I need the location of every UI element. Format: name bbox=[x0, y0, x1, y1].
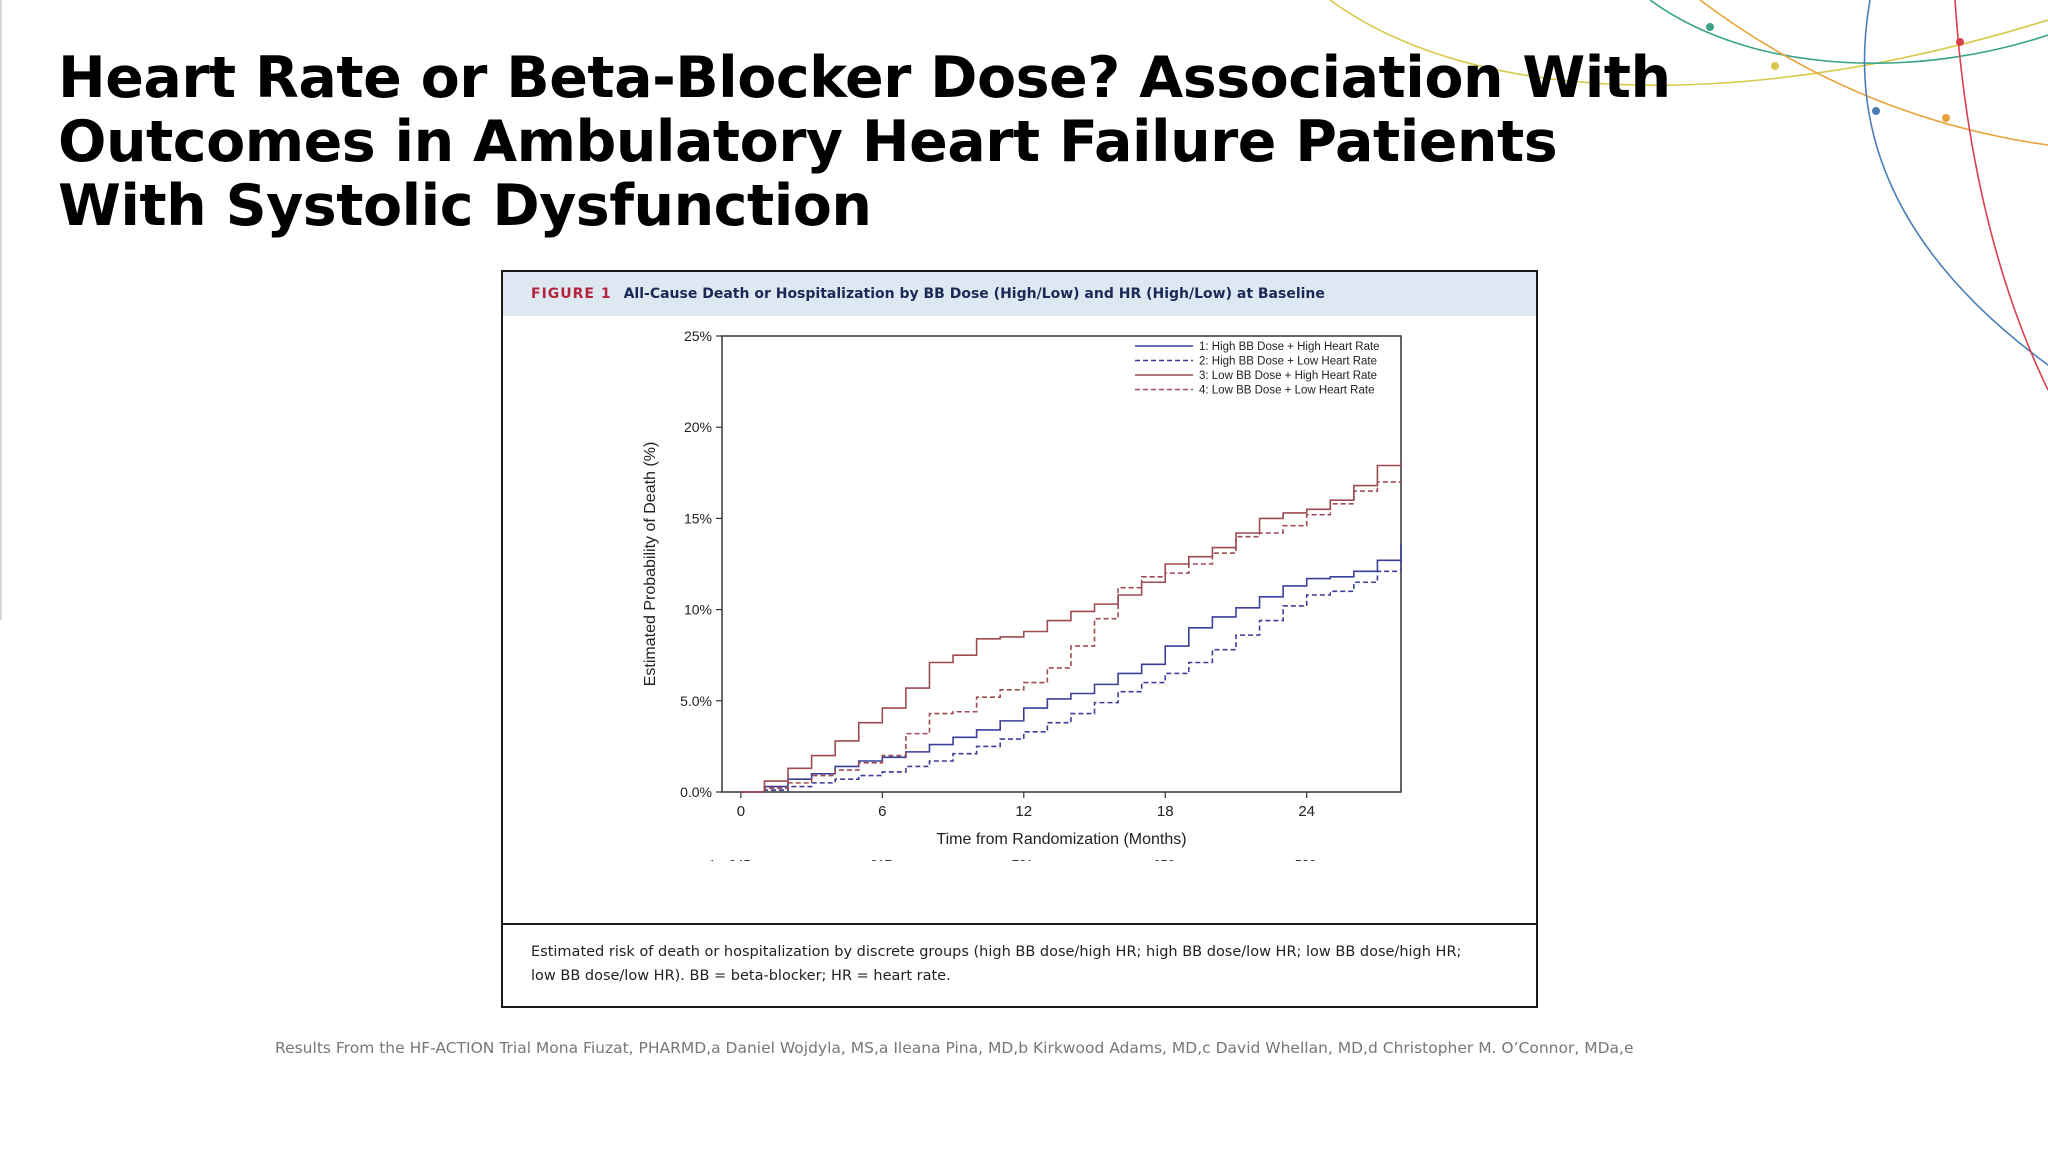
source-citation: Results From the HF-ACTION Trial Mona Fi… bbox=[275, 1039, 1634, 1057]
left-edge-rule bbox=[0, 0, 2, 620]
x-axis-label: Time from Randomization (Months) bbox=[936, 831, 1186, 848]
at-risk-count: 817 bbox=[870, 857, 892, 861]
deco-dot-orange bbox=[1942, 114, 1950, 122]
slide-title: Heart Rate or Beta-Blocker Dose? Associa… bbox=[58, 45, 1671, 239]
at-risk-count: 659 bbox=[1153, 857, 1175, 861]
figure-label: FIGURE 1 bbox=[531, 286, 612, 302]
x-tick-label: 12 bbox=[1015, 803, 1032, 820]
series-line-3 bbox=[740, 461, 1402, 793]
deco-arc-green bbox=[1649, 0, 2048, 65]
y-tick-label: 10% bbox=[684, 602, 712, 618]
figure-heading: All-Cause Death or Hospitalization by BB… bbox=[623, 286, 1325, 302]
legend-entry-4: 4: Low BB Dose + Low Heart Rate bbox=[1199, 385, 1374, 397]
plot-area-frame bbox=[721, 335, 1402, 793]
deco-arc-red bbox=[1954, 0, 2048, 391]
deco-dot-green bbox=[1706, 23, 1714, 31]
legend-entry-1: 1: High BB Dose + High Heart Rate bbox=[1199, 341, 1380, 353]
at-risk-count: 538 bbox=[1295, 857, 1317, 861]
deco-arc-blue bbox=[1863, 0, 2048, 366]
x-tick-label: 6 bbox=[878, 803, 886, 820]
at-risk-count: 781 bbox=[1012, 857, 1034, 861]
series-line-4 bbox=[740, 478, 1402, 793]
y-tick-label: 0.0% bbox=[680, 784, 712, 800]
legend-entry-3: 3: Low BB Dose + High Heart Rate bbox=[1199, 370, 1377, 382]
x-tick-label: 0 bbox=[737, 803, 745, 820]
deco-dot-yellow bbox=[1771, 62, 1779, 70]
x-tick-label: 24 bbox=[1298, 803, 1315, 820]
series-line-2 bbox=[740, 556, 1402, 793]
x-tick-label: 18 bbox=[1157, 803, 1174, 820]
y-tick-label: 20% bbox=[684, 419, 712, 435]
figure-panel: FIGURE 1 All-Cause Death or Hospitalizat… bbox=[501, 270, 1538, 1008]
deco-dot-red bbox=[1956, 38, 1964, 46]
kaplan-meier-chart: 0.0% 5.0% 10% 15% 20% 25% 0 6 12 18 24 Time from Ra… bbox=[642, 328, 1402, 861]
legend-entry-2: 2: High BB Dose + Low Heart Rate bbox=[1199, 356, 1377, 368]
deco-dot-blue bbox=[1872, 107, 1880, 115]
deco-arc-orange bbox=[1699, 0, 2048, 146]
y-axis-label: Estimated Probability of Death (%) bbox=[642, 442, 659, 687]
caption-divider bbox=[503, 923, 1536, 925]
series-line-1 bbox=[740, 543, 1402, 793]
at-risk-row-label: 1 bbox=[709, 857, 716, 861]
y-tick-label: 15% bbox=[684, 510, 712, 526]
figure-header: FIGURE 1 All-Cause Death or Hospitalizat… bbox=[503, 272, 1536, 316]
y-tick-label: 25% bbox=[684, 328, 712, 344]
figure-caption: Estimated risk of death or hospitalizati… bbox=[531, 944, 1462, 984]
at-risk-count: 845 bbox=[729, 857, 751, 861]
y-tick-label: 5.0% bbox=[680, 693, 712, 709]
